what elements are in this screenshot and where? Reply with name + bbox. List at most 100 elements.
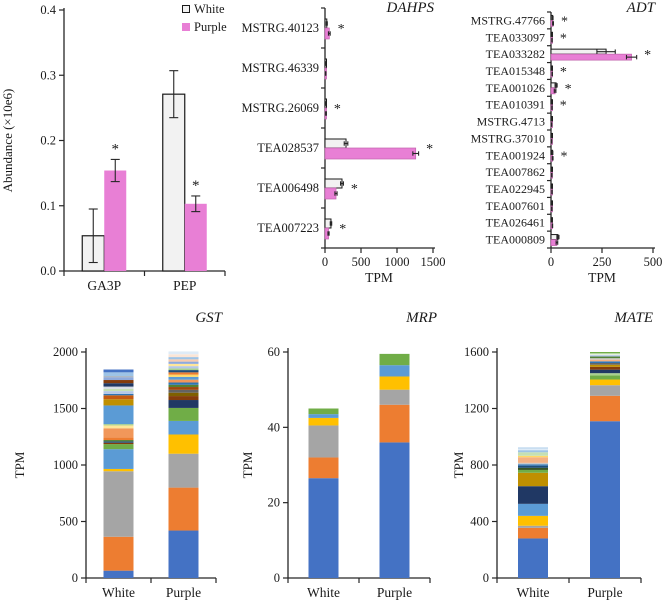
adt-chart: ADT 0 250 500 TPM MSTRG.47766 * TEA033097 * TEA0… bbox=[440, 0, 667, 302]
legend-label: White bbox=[194, 2, 225, 16]
stack-segment bbox=[168, 434, 199, 454]
stack-segment bbox=[518, 503, 548, 516]
stack-segment bbox=[103, 380, 134, 384]
gene-label: MSTRG.4713 bbox=[477, 115, 545, 129]
stack-segment bbox=[590, 361, 620, 364]
gene-label: TEA022945 bbox=[486, 182, 545, 196]
panel-GST-svg: 0 500 1000 1500 2000 TPM White Purple bbox=[12, 345, 217, 600]
mrp-chart-title: MRP bbox=[406, 310, 437, 326]
y-axis-label: TPM bbox=[451, 451, 466, 478]
stack-segment bbox=[590, 366, 620, 370]
significance-asterisk: * bbox=[338, 22, 345, 37]
mate-chart-title: MATE bbox=[614, 310, 653, 326]
y-tick-label: 0 bbox=[72, 571, 78, 585]
purple-bar bbox=[324, 147, 417, 160]
stack-segment bbox=[518, 450, 548, 453]
stack-segment bbox=[590, 373, 620, 376]
stack-segment bbox=[590, 363, 620, 365]
white-bar bbox=[162, 93, 186, 272]
stack-segment bbox=[103, 440, 134, 442]
y-axis-label: Abundance (×10e6) bbox=[0, 89, 15, 193]
stack-segment bbox=[103, 395, 134, 400]
significance-asterisk: * bbox=[560, 65, 567, 80]
purple-bar bbox=[184, 203, 207, 271]
y-tick-label: 400 bbox=[470, 515, 489, 529]
x-axis-label: TPM bbox=[365, 270, 393, 285]
stack-segment bbox=[518, 457, 548, 463]
x-tick-label: 500 bbox=[644, 255, 663, 269]
stack-segment bbox=[518, 455, 548, 458]
stack-segment bbox=[590, 352, 620, 354]
stack-segment bbox=[590, 375, 620, 380]
gene-label: TEA001026 bbox=[486, 81, 545, 95]
stack-segment bbox=[168, 357, 199, 360]
stack-segment bbox=[168, 453, 199, 488]
stack-segment bbox=[518, 486, 548, 504]
y-tick-label: 1000 bbox=[53, 458, 78, 472]
white-swatch bbox=[182, 5, 190, 13]
stack-segment bbox=[590, 356, 620, 359]
y-tick-label: 60 bbox=[268, 345, 281, 359]
stack-segment bbox=[518, 538, 548, 578]
stack-segment bbox=[518, 469, 548, 473]
stack-segment bbox=[590, 421, 620, 578]
gene-label: MSTRG.46339 bbox=[242, 61, 319, 75]
stack-segment bbox=[590, 395, 620, 422]
y-axis-label: TPM bbox=[240, 451, 255, 478]
stack-segment bbox=[103, 377, 134, 381]
stack-segment bbox=[379, 353, 410, 366]
x-tick-label: 1500 bbox=[421, 255, 446, 269]
y-tick-label: 0.3 bbox=[40, 68, 56, 82]
stack-segment bbox=[518, 448, 548, 451]
stack-segment bbox=[103, 471, 134, 537]
gst-chart-title: GST bbox=[195, 310, 222, 326]
legend-item-white: White bbox=[182, 3, 227, 15]
stack-segment bbox=[379, 389, 410, 405]
stack-segment bbox=[590, 359, 620, 362]
stack-segment bbox=[168, 407, 199, 421]
stack-segment bbox=[518, 465, 548, 468]
stack-segment bbox=[168, 361, 199, 364]
dahps-chart: DAHPS 0 500 1000 1500 TPM MSTRG.40123 * MSTRG.4… bbox=[234, 0, 446, 302]
stack-segment bbox=[168, 420, 199, 435]
significance-asterisk: * bbox=[560, 99, 567, 114]
x-tick-label: 1000 bbox=[385, 255, 410, 269]
legend-label: Purple bbox=[194, 20, 227, 34]
gene-label: TEA007601 bbox=[486, 199, 545, 213]
stack-segment bbox=[103, 442, 134, 445]
mate-chart: MATE 0 400 800 1200 1600 TPM White Purple bbox=[445, 306, 667, 608]
category-label: PEP bbox=[173, 278, 196, 293]
category-label: GA3P bbox=[87, 278, 121, 293]
stack-segment bbox=[103, 444, 134, 450]
abundance-chart: 0.0 0.1 0.2 0.3 0.4 Abundance (×10e6) GA3P * PEP… bbox=[0, 0, 232, 302]
stack-segment bbox=[168, 354, 199, 358]
stack-segment bbox=[168, 370, 199, 373]
gene-label: TEA001924 bbox=[486, 148, 545, 162]
stack-segment bbox=[103, 468, 134, 472]
significance-asterisk: * bbox=[565, 82, 572, 97]
y-tick-label: 1500 bbox=[53, 402, 78, 416]
y-tick-label: 40 bbox=[268, 420, 281, 434]
stack-segment bbox=[379, 404, 410, 443]
x-tick-label: 250 bbox=[593, 255, 612, 269]
stack-segment bbox=[590, 369, 620, 374]
x-tick-label: 0 bbox=[548, 255, 554, 269]
stack-segment bbox=[308, 408, 339, 415]
stack-segment bbox=[168, 363, 199, 367]
stack-segment bbox=[518, 452, 548, 456]
significance-asterisk: * bbox=[351, 182, 358, 197]
stack-segment bbox=[518, 525, 548, 528]
x-tick-label: 0 bbox=[322, 255, 328, 269]
stack-segment bbox=[168, 359, 199, 362]
significance-asterisk: * bbox=[644, 48, 651, 63]
purple-bar bbox=[324, 187, 337, 200]
stack-segment bbox=[103, 369, 134, 373]
gene-label: TEA007862 bbox=[486, 165, 545, 179]
panel-MATE-svg: 0 400 800 1200 1600 TPM White Purple bbox=[451, 345, 642, 600]
stack-segment bbox=[518, 462, 548, 465]
stack-segment bbox=[379, 365, 410, 377]
category-label: White bbox=[517, 585, 550, 600]
stack-segment bbox=[308, 425, 339, 458]
legend-item-purple: Purple bbox=[182, 21, 227, 33]
